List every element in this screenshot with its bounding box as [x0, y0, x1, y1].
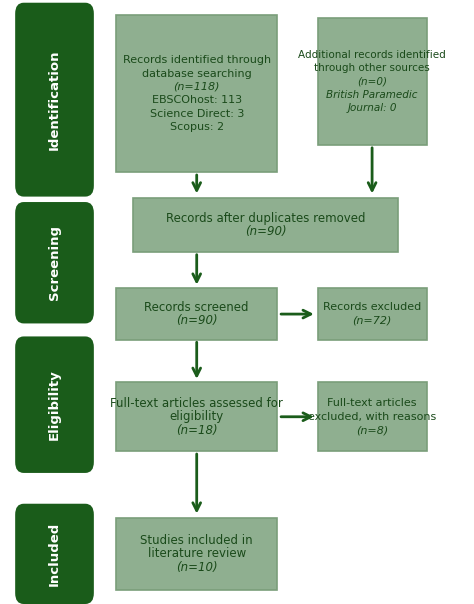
Text: Records excluded: Records excluded — [323, 303, 421, 312]
FancyBboxPatch shape — [15, 3, 94, 197]
FancyBboxPatch shape — [116, 15, 277, 172]
Text: Records identified through: Records identified through — [123, 56, 271, 65]
Text: British Paramedic: British Paramedic — [326, 90, 418, 100]
FancyBboxPatch shape — [318, 382, 427, 452]
FancyBboxPatch shape — [15, 336, 94, 473]
Text: (n=0): (n=0) — [357, 77, 387, 86]
Text: (n=90): (n=90) — [176, 314, 218, 327]
Text: literature review: literature review — [147, 547, 246, 561]
Text: eligibility: eligibility — [170, 410, 224, 423]
Text: Full-text articles: Full-text articles — [328, 399, 417, 408]
Text: EBSCOhost: 113: EBSCOhost: 113 — [152, 95, 242, 105]
FancyBboxPatch shape — [116, 289, 277, 339]
Text: Screening: Screening — [48, 225, 61, 300]
FancyBboxPatch shape — [318, 18, 427, 145]
FancyBboxPatch shape — [15, 202, 94, 324]
Text: Scopus: 2: Scopus: 2 — [170, 122, 224, 132]
Text: excluded, with reasons: excluded, with reasons — [308, 412, 436, 422]
Text: Records after duplicates removed: Records after duplicates removed — [166, 211, 365, 225]
Text: Studies included in: Studies included in — [140, 534, 253, 547]
Text: (n=90): (n=90) — [245, 225, 286, 238]
Text: Additional records identified: Additional records identified — [298, 50, 446, 60]
Text: (n=8): (n=8) — [356, 425, 388, 435]
Text: (n=118): (n=118) — [173, 82, 220, 92]
FancyBboxPatch shape — [116, 382, 277, 452]
Text: Science Direct: 3: Science Direct: 3 — [149, 109, 244, 118]
Text: Records screened: Records screened — [145, 301, 249, 314]
Text: Eligibility: Eligibility — [48, 369, 61, 440]
FancyBboxPatch shape — [318, 289, 427, 339]
Text: database searching: database searching — [142, 69, 252, 79]
Text: (n=18): (n=18) — [176, 423, 218, 437]
FancyBboxPatch shape — [133, 198, 398, 252]
Text: (n=72): (n=72) — [352, 316, 392, 326]
Text: through other sources: through other sources — [314, 63, 430, 73]
Text: Full-text articles assessed for: Full-text articles assessed for — [110, 397, 283, 410]
Text: (n=10): (n=10) — [176, 561, 218, 574]
FancyBboxPatch shape — [15, 504, 94, 604]
Text: Included: Included — [48, 522, 61, 586]
Text: Journal: 0: Journal: 0 — [347, 103, 397, 113]
FancyBboxPatch shape — [116, 518, 277, 590]
Text: Identification: Identification — [48, 50, 61, 150]
